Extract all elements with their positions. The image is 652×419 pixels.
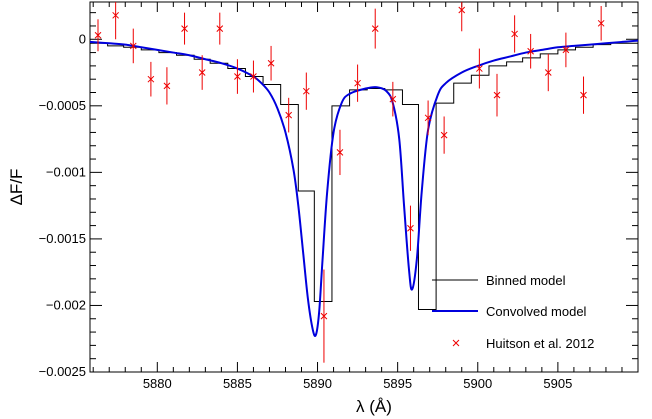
- x-tick-label: 5905: [543, 376, 572, 391]
- data-point: [597, 5, 605, 41]
- x-marker: [371, 25, 379, 32]
- x-marker: [234, 73, 241, 80]
- data-point: [320, 269, 328, 363]
- x-tick-label: 5895: [383, 376, 412, 391]
- x-marker: [424, 114, 432, 122]
- x-marker: [336, 149, 344, 156]
- x-marker: [407, 224, 414, 232]
- x-marker: [285, 111, 293, 119]
- data-point: [354, 64, 361, 102]
- data-point: [527, 33, 534, 69]
- data-point: [511, 15, 518, 53]
- x-marker: [94, 31, 102, 39]
- x-marker: [302, 87, 310, 95]
- binned-model-group: [90, 42, 638, 310]
- x-marker: [476, 65, 483, 72]
- y-tick-label: −0.0025: [39, 364, 86, 379]
- x-marker: [597, 19, 605, 27]
- data-point: [285, 97, 293, 133]
- data-point: [163, 67, 171, 105]
- legend-label: Huitson et al. 2012: [486, 336, 594, 351]
- data-point: [476, 48, 483, 89]
- data-point: [112, 2, 119, 40]
- data-point: [440, 116, 448, 154]
- data-point: [407, 205, 414, 251]
- legend-label: Convolved model: [486, 304, 587, 319]
- data-point: [458, 2, 466, 32]
- data-point: [493, 73, 501, 117]
- x-marker: [163, 82, 171, 90]
- legend-item: Binned model: [432, 273, 566, 288]
- data-point: [371, 8, 379, 49]
- x-marker: [389, 95, 397, 103]
- x-marker: [267, 59, 275, 67]
- x-marker: [320, 312, 328, 320]
- x-marker: [181, 25, 188, 32]
- x-marker: [112, 11, 119, 19]
- convolved-model-group: [90, 39, 638, 337]
- x-marker: [440, 131, 448, 139]
- y-tick-label: −0.0015: [39, 231, 86, 246]
- x-tick-label: 5890: [303, 376, 332, 391]
- x-marker: [216, 25, 224, 32]
- x-marker: [354, 79, 361, 87]
- y-tick-label: −0.002: [46, 297, 86, 312]
- data-point: [181, 12, 188, 45]
- data-point: [544, 53, 552, 92]
- plot-frame: [89, 1, 639, 373]
- x-marker: [544, 69, 552, 76]
- binned-model-line: [90, 42, 638, 310]
- data-point: [198, 55, 206, 90]
- data-point: [302, 72, 310, 110]
- x-marker: [458, 6, 466, 14]
- x-marker: [580, 91, 587, 99]
- convolved-model-line: [90, 39, 638, 337]
- huitson-data-group: [94, 2, 605, 363]
- y-tick-label: 0: [79, 31, 86, 46]
- legend-marker: [452, 339, 460, 347]
- x-marker: [129, 42, 137, 50]
- y-tick-label: −0.001: [46, 164, 86, 179]
- ticks-group: 5880 5885 5890 5895 5900 5905 0 −0.0005 −0.001 −0…: [39, 2, 638, 391]
- data-point: [94, 19, 102, 52]
- x-marker: [493, 91, 501, 99]
- x-axis-label: λ (Å): [356, 397, 392, 416]
- data-point: [129, 28, 137, 64]
- x-marker: [562, 46, 570, 54]
- data-point: [267, 45, 275, 81]
- data-point: [216, 12, 224, 45]
- x-marker: [511, 30, 518, 38]
- x-tick-label: 5885: [223, 376, 252, 391]
- x-tick-label: 5900: [463, 376, 492, 391]
- legend-item: Huitson et al. 2012: [452, 336, 594, 351]
- data-point: [336, 129, 344, 176]
- legend: Binned model Convolved model Huitson et al…: [432, 273, 594, 351]
- data-point: [562, 32, 570, 68]
- axes-group: [89, 1, 639, 373]
- data-point: [234, 59, 241, 94]
- data-point: [250, 60, 257, 93]
- x-marker: [198, 69, 206, 76]
- data-point: [580, 76, 587, 114]
- y-axis-label: ΔF/F: [7, 169, 26, 206]
- data-point: [389, 81, 397, 117]
- legend-item: Convolved model: [432, 304, 587, 319]
- legend-label: Binned model: [486, 273, 566, 288]
- x-marker: [250, 73, 257, 80]
- x-tick-label: 5880: [143, 376, 172, 391]
- x-marker: [147, 75, 155, 83]
- data-point: [147, 61, 155, 97]
- x-marker: [527, 47, 534, 55]
- data-point: [424, 100, 432, 136]
- y-tick-label: −0.0005: [39, 98, 86, 113]
